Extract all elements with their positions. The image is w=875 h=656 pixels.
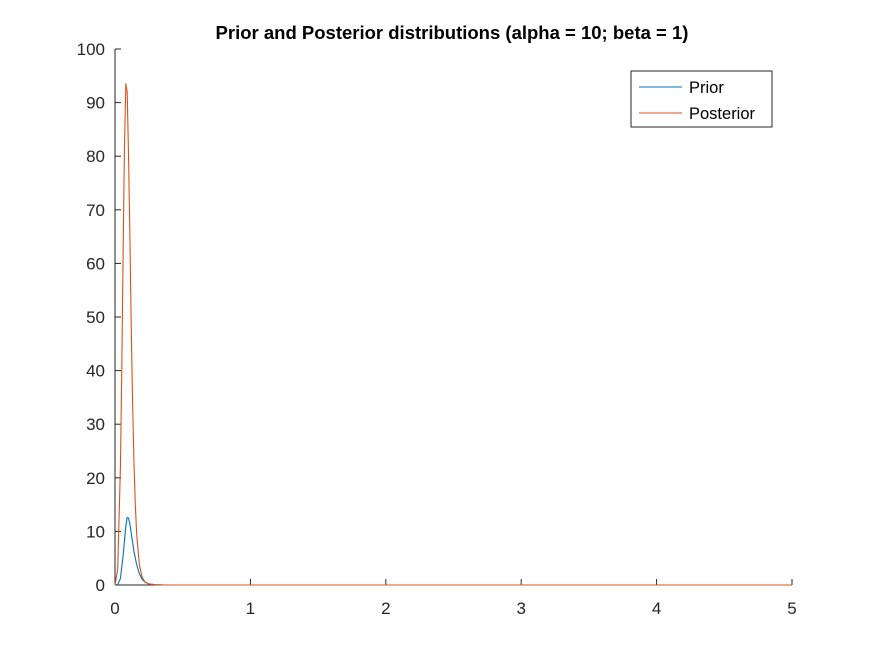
legend-box xyxy=(630,70,773,128)
x-tick-label: 5 xyxy=(787,599,796,618)
y-tick-label: 50 xyxy=(86,308,105,327)
y-tick-label: 60 xyxy=(86,254,105,273)
legend-label-prior: Prior xyxy=(689,79,724,97)
y-tick-label: 80 xyxy=(86,147,105,166)
x-tick-label: 1 xyxy=(246,599,255,618)
x-tick-label: 0 xyxy=(110,599,119,618)
y-tick-label: 10 xyxy=(86,522,105,541)
x-tick-label: 3 xyxy=(516,599,525,618)
y-tick-label: 90 xyxy=(86,94,105,113)
y-tick-label: 70 xyxy=(86,201,105,220)
y-tick-label: 20 xyxy=(86,469,105,488)
legend[interactable]: Prior Posterior xyxy=(630,70,773,128)
x-tick-label: 2 xyxy=(381,599,390,618)
series-lines xyxy=(114,83,792,586)
y-tick-label: 100 xyxy=(77,40,105,59)
chart-title: Prior and Posterior distributions (alpha… xyxy=(216,22,689,43)
y-tick-label: 30 xyxy=(86,415,105,434)
legend-label-posterior: Posterior xyxy=(689,105,756,123)
axes: 0 10 20 30 40 50 60 70 80 90 100 0 1 2 3 4 5 xyxy=(77,40,797,618)
series-line-posterior xyxy=(114,83,792,586)
y-tick-label: 0 xyxy=(96,576,105,595)
x-tick-label: 4 xyxy=(652,599,661,618)
y-tick-label: 40 xyxy=(86,362,105,381)
series-line-prior xyxy=(114,516,792,586)
